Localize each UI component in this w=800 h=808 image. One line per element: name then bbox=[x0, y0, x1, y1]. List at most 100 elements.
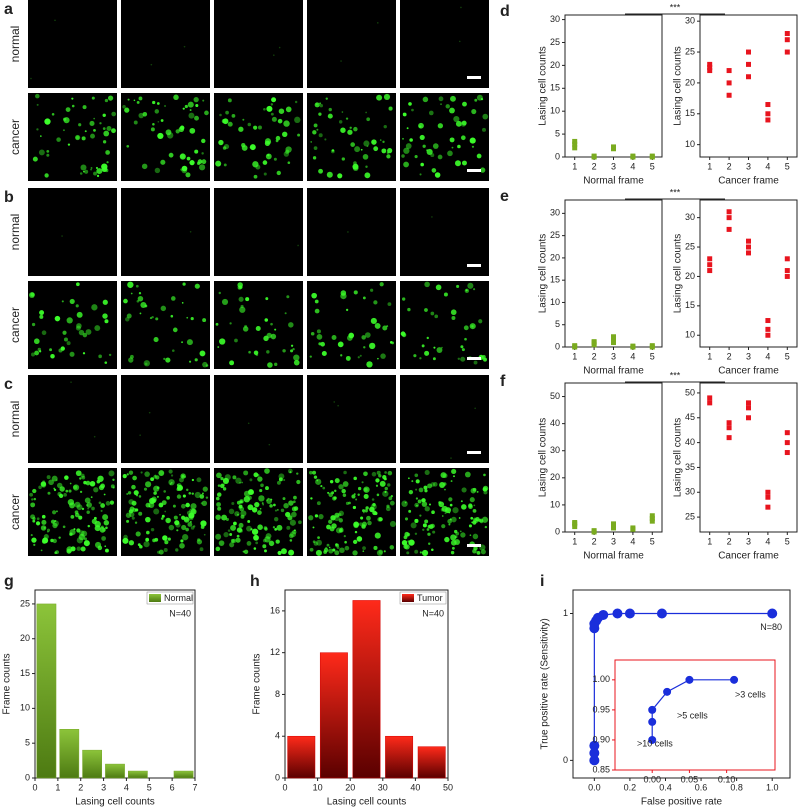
cell bbox=[333, 496, 337, 500]
cell bbox=[461, 120, 467, 126]
cell bbox=[452, 507, 459, 514]
cell bbox=[186, 488, 189, 492]
cell bbox=[254, 502, 260, 508]
cell bbox=[253, 350, 259, 356]
cell bbox=[48, 479, 54, 486]
cell bbox=[65, 489, 69, 493]
cell bbox=[185, 527, 189, 532]
cell bbox=[357, 493, 360, 496]
cell bbox=[389, 545, 395, 550]
cell bbox=[185, 172, 191, 178]
cell bbox=[203, 533, 206, 536]
cell bbox=[126, 144, 130, 148]
cell bbox=[69, 298, 75, 304]
cell bbox=[414, 549, 419, 554]
annotation: N=40 bbox=[169, 608, 191, 618]
cell bbox=[165, 129, 172, 136]
cell bbox=[350, 142, 356, 147]
cell bbox=[460, 135, 466, 141]
cell bbox=[327, 491, 330, 494]
cell bbox=[102, 140, 107, 144]
cell bbox=[168, 469, 173, 474]
cell bbox=[112, 486, 115, 489]
cell bbox=[215, 546, 221, 552]
cell bbox=[35, 521, 41, 526]
cell bbox=[236, 534, 240, 538]
cell bbox=[265, 486, 269, 491]
y-tick-label: 5 bbox=[555, 128, 560, 138]
x-axis-label: Normal frame bbox=[583, 551, 644, 562]
cell bbox=[274, 328, 277, 331]
cell bbox=[62, 525, 66, 529]
cell bbox=[264, 140, 271, 147]
cell bbox=[93, 516, 97, 520]
cell bbox=[138, 495, 142, 498]
cell bbox=[340, 292, 347, 300]
cell bbox=[334, 550, 340, 556]
cell bbox=[200, 520, 207, 527]
point bbox=[611, 144, 616, 150]
y-axis-label: Lasing cell counts bbox=[538, 234, 549, 314]
cell bbox=[445, 104, 450, 109]
cell bbox=[294, 100, 298, 104]
cell bbox=[276, 508, 279, 511]
cell bbox=[31, 537, 37, 543]
cell bbox=[283, 120, 290, 127]
cell bbox=[73, 528, 76, 531]
cell bbox=[272, 526, 276, 529]
scale-bar bbox=[467, 264, 481, 267]
cell bbox=[188, 491, 192, 495]
point bbox=[746, 415, 751, 421]
x-axis-label: Normal frame bbox=[583, 176, 644, 187]
cell bbox=[316, 539, 323, 546]
legend-label: Normal bbox=[164, 593, 193, 603]
point bbox=[630, 525, 636, 531]
x-tick-label: 0.10 bbox=[718, 774, 736, 784]
cell bbox=[266, 332, 272, 339]
cell bbox=[46, 149, 50, 153]
x-axis-label: Lasing cell counts bbox=[75, 797, 155, 808]
y-tick-label: 20 bbox=[685, 271, 695, 281]
cell bbox=[461, 504, 467, 510]
cell bbox=[78, 123, 82, 127]
plot-frame bbox=[699, 199, 798, 348]
point bbox=[726, 92, 732, 98]
cell bbox=[260, 483, 264, 488]
cell bbox=[76, 282, 80, 287]
cell bbox=[372, 510, 377, 516]
cell bbox=[422, 144, 426, 148]
cell bbox=[76, 546, 81, 551]
cell bbox=[66, 317, 73, 324]
cell bbox=[362, 154, 369, 160]
point bbox=[685, 675, 694, 684]
cell bbox=[259, 507, 262, 510]
cell bbox=[81, 475, 86, 480]
cell bbox=[258, 495, 265, 502]
cell bbox=[196, 161, 201, 166]
cell bbox=[316, 501, 321, 506]
cell bbox=[215, 160, 222, 167]
cell bbox=[249, 146, 252, 149]
point bbox=[746, 405, 751, 411]
cell bbox=[314, 514, 319, 518]
row-label: cancer bbox=[8, 307, 22, 343]
panel-letter: f bbox=[500, 373, 506, 390]
cell bbox=[76, 311, 83, 318]
cell bbox=[315, 103, 318, 106]
cell bbox=[266, 499, 268, 502]
cell bbox=[424, 350, 430, 356]
x-tick-label: 2 bbox=[727, 161, 732, 171]
cell bbox=[94, 541, 102, 549]
cell bbox=[319, 102, 322, 105]
cell bbox=[374, 532, 381, 539]
annotation: N=40 bbox=[422, 608, 444, 618]
cell bbox=[401, 154, 405, 158]
bar bbox=[319, 652, 348, 779]
cell bbox=[47, 491, 51, 495]
cell bbox=[473, 288, 476, 291]
x-tick-label: 2 bbox=[592, 161, 597, 171]
cell bbox=[29, 492, 34, 497]
cell bbox=[58, 536, 61, 539]
cell bbox=[218, 139, 224, 146]
cell bbox=[182, 494, 186, 498]
